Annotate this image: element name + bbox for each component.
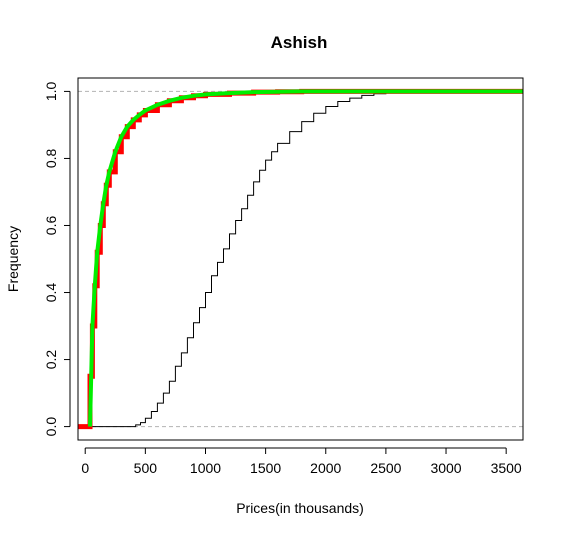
x-tick-label-6: 3000 xyxy=(430,460,461,476)
x-tick-label-1: 500 xyxy=(134,460,158,476)
y-tick-label-3: 0.6 xyxy=(43,216,59,236)
black-step-series xyxy=(78,90,523,428)
x-tick-label-0: 0 xyxy=(81,460,89,476)
y-tick-label-5: 1.0 xyxy=(43,81,59,101)
chart-title: Ashish xyxy=(271,33,328,52)
x-tick-label-4: 2000 xyxy=(310,460,341,476)
y-axis-title: Frequency xyxy=(5,226,21,292)
reference-lines xyxy=(78,90,523,428)
x-axis: 0 500 1000 1500 2000 2500 3000 3500 xyxy=(81,447,522,476)
series-group xyxy=(78,88,523,430)
x-tick-label-5: 2500 xyxy=(370,460,401,476)
y-tick-label-1: 0.2 xyxy=(43,350,59,370)
green-fitted-series xyxy=(88,89,523,427)
y-tick-label-0: 0.0 xyxy=(43,417,59,437)
red-step-series xyxy=(78,88,523,430)
x-axis-title: Prices(in thousands) xyxy=(236,500,364,516)
y-tick-label-2: 0.4 xyxy=(43,283,59,303)
x-tick-label-7: 3500 xyxy=(491,460,522,476)
x-tick-label-2: 1000 xyxy=(190,460,221,476)
plot-frame xyxy=(77,77,524,441)
y-tick-label-4: 0.8 xyxy=(43,149,59,169)
x-tick-label-3: 1500 xyxy=(250,460,281,476)
y-axis: 0.0 0.2 0.4 0.6 0.8 1.0 xyxy=(43,81,71,437)
